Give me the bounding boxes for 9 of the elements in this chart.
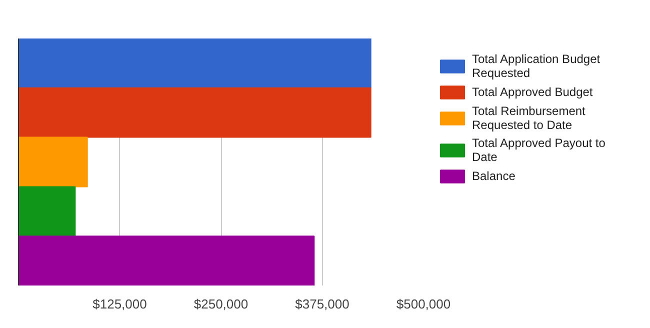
legend-label: Total Reimbursement Requested to Date xyxy=(472,104,586,132)
x-tick-label: $250,000 xyxy=(194,296,248,312)
x-tick-label: $375,000 xyxy=(295,296,350,312)
legend-label: Balance xyxy=(472,169,516,183)
legend-label: Total Application Budget Requested xyxy=(472,52,600,80)
x-tick-label: $500,000 xyxy=(396,296,451,312)
legend-label: Total Approved Budget xyxy=(472,85,593,99)
legend-label: Total Approved Payout to Date xyxy=(472,136,606,164)
x-tick-label: $125,000 xyxy=(92,296,147,312)
